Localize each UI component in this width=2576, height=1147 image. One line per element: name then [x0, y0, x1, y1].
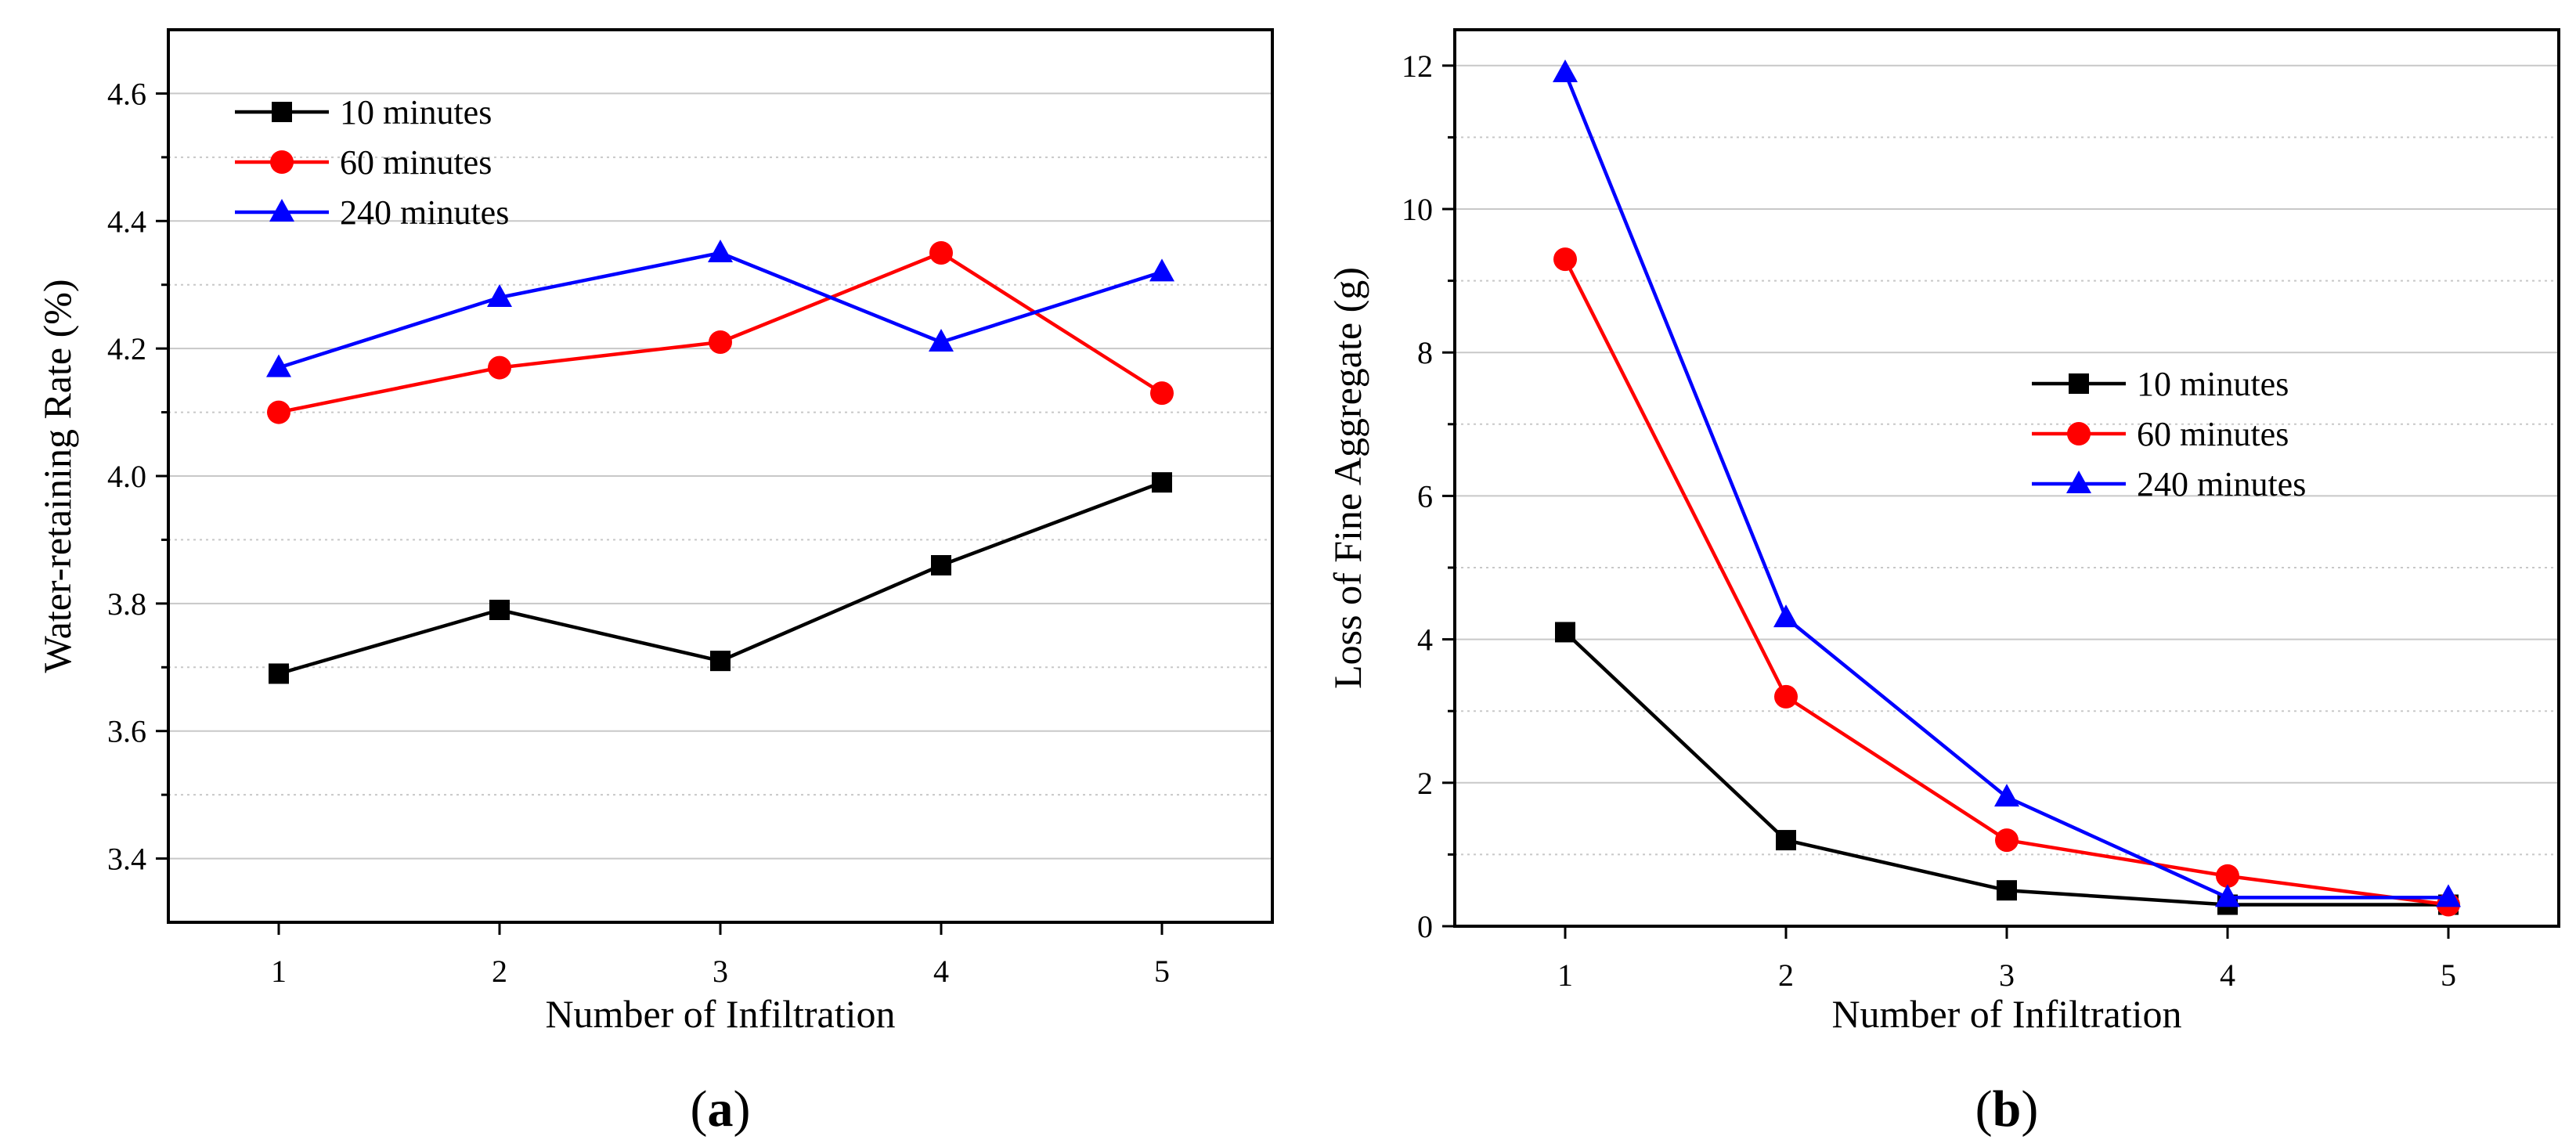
- data-point-triangle: [2436, 884, 2461, 907]
- panel-label: (b): [1975, 1080, 2039, 1138]
- data-point-circle: [1995, 828, 2019, 853]
- y-tick-label: 12: [1402, 49, 1433, 84]
- series-60-minutes: [1553, 247, 2460, 917]
- y-tick-label: 2: [1417, 766, 1433, 801]
- data-point-triangle: [269, 199, 294, 222]
- x-tick-label: 4: [2220, 958, 2235, 993]
- y-tick-label: 4.6: [107, 76, 146, 111]
- x-axis-title: Number of Infiltration: [1831, 992, 2181, 1036]
- y-tick-label: 10: [1402, 192, 1433, 227]
- x-tick-label: 4: [933, 954, 949, 989]
- y-tick-label: 3.4: [107, 842, 146, 877]
- y-axis-title: Water-retaining Rate (%): [35, 279, 79, 673]
- y-tick-label: 4.0: [107, 459, 146, 494]
- legend-label: 60 minutes: [2137, 415, 2289, 453]
- legend-label: 10 minutes: [2137, 365, 2289, 403]
- legend-label: 60 minutes: [340, 143, 492, 182]
- data-point-circle: [2067, 422, 2091, 445]
- series-line: [1563, 72, 2448, 900]
- data-point-square: [272, 102, 292, 122]
- data-point-square: [1997, 880, 2017, 901]
- panel-label-letter: b: [1993, 1080, 2022, 1138]
- series-line: [278, 481, 1163, 676]
- series-240-minutes: [266, 240, 1174, 377]
- legend: 10 minutes 60 minutes 240 minutes: [235, 93, 509, 232]
- data-point-triangle: [487, 284, 512, 307]
- data-point-triangle: [266, 354, 291, 377]
- legend: 10 minutes 60 minutes 240 minutes: [2032, 365, 2306, 503]
- y-tick-label: 4: [1417, 622, 1433, 658]
- y-tick-label: 4.4: [107, 204, 146, 239]
- x-tick-label: 1: [1557, 958, 1573, 993]
- y-tick-label: 6: [1417, 478, 1433, 514]
- data-point-triangle: [1553, 59, 1578, 82]
- data-point-circle: [267, 400, 290, 424]
- panel-label-letter: a: [708, 1080, 734, 1138]
- series-10-minutes: [269, 472, 1172, 684]
- series-10-minutes: [1555, 622, 2459, 915]
- data-point-circle: [2216, 864, 2239, 888]
- series-line: [1563, 258, 2449, 907]
- x-tick-label: 1: [271, 954, 287, 989]
- data-point-square: [1555, 622, 1575, 643]
- data-point-circle: [1774, 684, 1798, 709]
- x-tick-label: 5: [1154, 954, 1170, 989]
- y-tick-label: 0: [1417, 909, 1433, 944]
- data-point-triangle: [1994, 784, 2019, 807]
- data-point-square: [1776, 830, 1796, 851]
- data-point-circle: [929, 241, 953, 265]
- data-point-circle: [1553, 247, 1577, 272]
- y-axis-title: Loss of Fine Aggregate (g): [1326, 267, 1369, 689]
- y-tick-label: 8: [1417, 335, 1433, 370]
- data-point-triangle: [708, 240, 733, 262]
- series-line: [1564, 630, 2448, 907]
- chart-panel-a: 3.4 3.6 3.8 4.0 4.2 4.4 4.6 1 2 3 4 5 Number of Infi…: [35, 28, 1274, 1138]
- series-60-minutes: [267, 241, 1174, 424]
- data-point-square: [1152, 472, 1172, 493]
- data-point-triangle: [2215, 884, 2240, 907]
- data-point-circle: [270, 150, 294, 174]
- data-point-triangle: [1149, 258, 1174, 282]
- panel-label-close: ): [734, 1080, 751, 1138]
- panel-label-open: (: [691, 1080, 708, 1138]
- panel-label-open: (: [1975, 1080, 1993, 1138]
- data-point-triangle: [929, 329, 954, 352]
- legend-label: 240 minutes: [2137, 465, 2306, 503]
- data-point-square: [710, 651, 731, 672]
- data-point-square: [269, 663, 289, 684]
- data-point-square: [2069, 373, 2089, 394]
- data-point-triangle: [1773, 604, 1799, 628]
- y-tick-label: 3.6: [107, 714, 146, 749]
- x-axis-title: Number of Infiltration: [545, 992, 895, 1036]
- legend-label: 240 minutes: [340, 193, 509, 232]
- panel-label: (a): [691, 1080, 751, 1138]
- data-point-circle: [1150, 381, 1174, 406]
- y-tick-label: 4.2: [107, 331, 146, 366]
- data-point-square: [489, 600, 510, 620]
- series-240-minutes: [1553, 59, 2461, 907]
- x-tick-label: 5: [2441, 958, 2456, 993]
- data-point-square: [931, 555, 951, 575]
- panel-label-close: ): [2021, 1080, 2038, 1138]
- x-tick-label: 3: [1999, 958, 2015, 993]
- y-tick-label: 3.8: [107, 586, 146, 622]
- data-point-triangle: [2066, 471, 2091, 493]
- x-tick-label: 3: [713, 954, 728, 989]
- data-point-circle: [488, 355, 511, 380]
- x-tick-label: 2: [1778, 958, 1794, 993]
- data-point-circle: [709, 330, 732, 354]
- legend-label: 10 minutes: [340, 93, 492, 132]
- x-tick-label: 2: [492, 954, 507, 989]
